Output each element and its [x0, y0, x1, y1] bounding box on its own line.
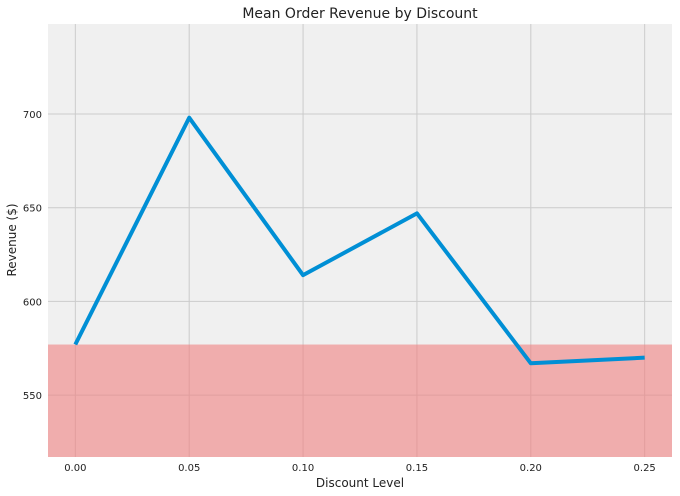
- y-tick-labels: 550 600 650 700: [23, 110, 42, 402]
- x-tick-label: 0.00: [64, 463, 86, 474]
- y-tick-label: 650: [23, 204, 42, 215]
- series-line: [73, 115, 645, 366]
- y-tick-label: 700: [23, 110, 42, 121]
- x-tick-label: 0.25: [634, 463, 656, 474]
- x-tick-label: 0.20: [520, 463, 542, 474]
- y-axis-label: Revenue ($): [5, 203, 19, 276]
- chart-title: Mean Order Revenue by Discount: [242, 6, 478, 22]
- x-tick-label: 0.10: [292, 463, 314, 474]
- x-tick-label: 0.15: [406, 463, 428, 474]
- x-tick-label: 0.05: [178, 463, 200, 474]
- y-tick-label: 600: [23, 297, 42, 308]
- x-tick-labels: 0.00 0.05 0.10 0.15 0.20 0.25: [64, 463, 656, 474]
- x-axis-label: Discount Level: [316, 476, 404, 490]
- y-tick-label: 550: [23, 391, 42, 402]
